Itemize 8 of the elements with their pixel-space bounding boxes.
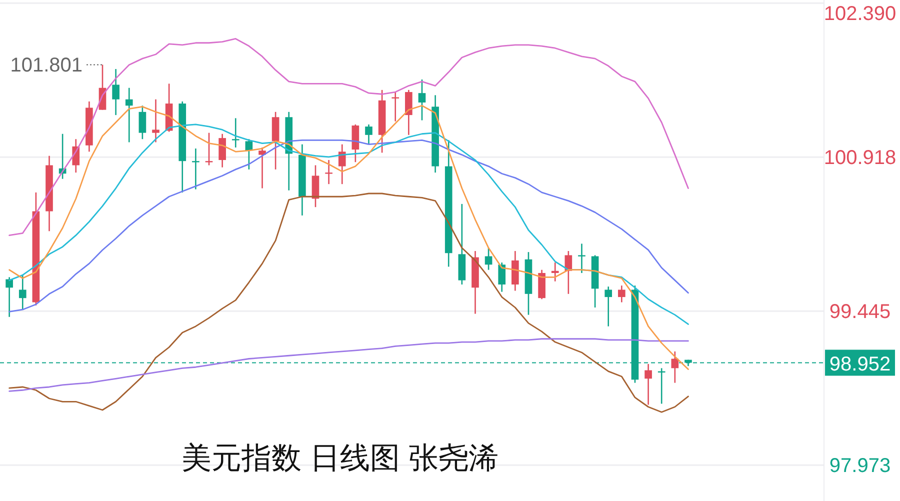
- y-tick-label: 97.973: [829, 455, 891, 478]
- ref-line-label: 98.952: [829, 354, 891, 376]
- annotation-high: 101.801: [10, 54, 103, 77]
- annotation: 101.801: [10, 54, 82, 77]
- y-tick-label: 99.445: [829, 301, 891, 324]
- text: 美元指数 日线图 张尧浠: [182, 442, 498, 475]
- y-tick-label: 102.390: [824, 3, 896, 25]
- y-tick-label: 100.918: [824, 147, 896, 170]
